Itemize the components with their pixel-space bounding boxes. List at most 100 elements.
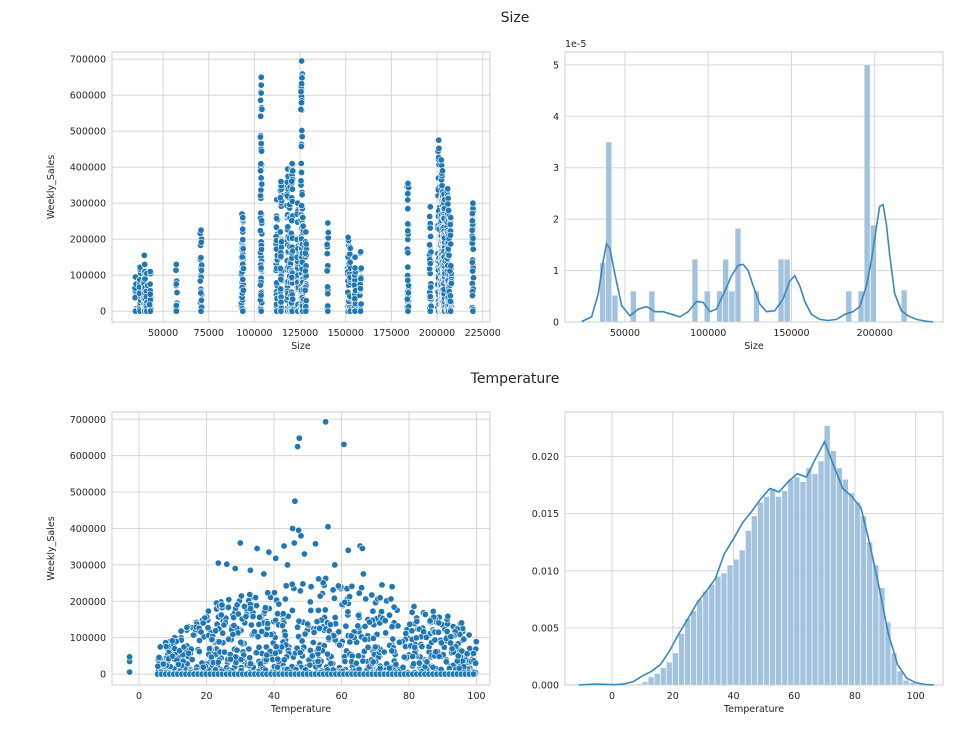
data-point — [214, 658, 222, 666]
data-point — [198, 266, 206, 274]
data-point — [298, 637, 306, 645]
data-point — [257, 73, 265, 81]
histogram-bar — [678, 633, 685, 686]
data-point — [382, 629, 390, 637]
data-point — [369, 658, 377, 666]
y-tick-label: 700000 — [70, 55, 106, 66]
data-point — [454, 652, 462, 660]
data-point — [239, 214, 247, 222]
data-point — [438, 182, 446, 190]
data-point — [208, 636, 216, 644]
data-point — [239, 225, 247, 233]
data-point — [385, 664, 393, 672]
data-point — [469, 267, 477, 275]
x-axis-label: Temperature — [723, 704, 784, 715]
histogram-bar — [845, 290, 852, 323]
data-point — [257, 96, 265, 104]
data-point — [240, 265, 248, 273]
data-point — [237, 592, 245, 600]
histogram-bar — [872, 564, 879, 686]
data-point — [324, 229, 332, 237]
data-point — [258, 627, 266, 635]
histogram-bar — [745, 530, 752, 686]
y-scale-label: 1e-5 — [565, 39, 586, 50]
data-point — [324, 290, 332, 298]
histogram-bar — [753, 290, 760, 323]
data-point — [301, 267, 309, 275]
data-point — [219, 629, 227, 637]
data-point — [377, 608, 385, 616]
data-point — [387, 595, 395, 603]
x-tick-label: 150000 — [328, 328, 364, 339]
data-point — [325, 634, 333, 642]
data-point — [288, 580, 296, 588]
data-point — [435, 136, 443, 144]
data-point — [298, 80, 306, 88]
data-point — [427, 232, 435, 240]
data-point — [197, 226, 205, 234]
data-point — [277, 178, 285, 186]
data-point — [284, 223, 292, 231]
data-point — [426, 224, 434, 232]
data-point — [404, 263, 412, 271]
y-axis-label: Weekly_Sales — [46, 155, 57, 219]
histogram-bar — [666, 662, 673, 686]
y-tick-label: 200000 — [70, 597, 106, 608]
data-point — [288, 217, 296, 225]
data-point — [408, 627, 416, 635]
data-point — [362, 595, 370, 603]
data-point — [390, 603, 398, 611]
data-point — [197, 289, 205, 297]
y-tick-label: 0.020 — [532, 452, 559, 463]
data-point — [227, 655, 235, 663]
data-point — [245, 645, 253, 653]
figure-title-size: Size — [500, 10, 530, 26]
histogram-bar — [787, 479, 794, 686]
y-tick-label: 3 — [553, 163, 559, 174]
data-point — [438, 167, 446, 175]
data-point — [469, 234, 477, 242]
data-point — [404, 289, 412, 297]
data-point — [221, 648, 229, 656]
data-point — [299, 222, 307, 230]
data-point — [359, 570, 367, 578]
histogram-bar — [784, 259, 791, 323]
data-point — [432, 648, 440, 656]
data-point — [272, 223, 280, 231]
y-tick-label: 400000 — [70, 524, 106, 535]
histogram-bar — [848, 492, 855, 686]
chart-3: 0 20 40 60 80 100 0 100000 200000 300000 400000 500… — [46, 411, 491, 715]
histogram-bar — [878, 587, 885, 686]
data-point — [341, 657, 349, 665]
histogram-bar — [727, 564, 734, 686]
x-axis-label: Size — [291, 341, 311, 352]
data-point — [225, 635, 233, 643]
x-tick-label: 175000 — [373, 328, 409, 339]
data-point — [369, 607, 377, 615]
y-tick-label: 600000 — [70, 451, 106, 462]
data-point — [276, 264, 284, 272]
data-point — [246, 654, 254, 662]
data-point — [423, 658, 431, 666]
y-tick-label: 0 — [553, 318, 559, 329]
histogram-bar — [763, 496, 770, 686]
y-tick-label: 200000 — [70, 235, 106, 246]
x-tick-label: 40 — [727, 691, 739, 702]
histogram-bar — [605, 141, 612, 323]
data-point — [300, 550, 308, 558]
data-point — [358, 544, 366, 552]
data-point — [277, 252, 285, 260]
data-point — [172, 307, 180, 315]
data-point — [154, 662, 162, 670]
data-point — [197, 238, 205, 246]
data-point — [126, 653, 134, 661]
data-point — [297, 142, 305, 150]
data-point — [298, 127, 306, 135]
plot-frame — [111, 51, 491, 323]
data-point — [141, 260, 149, 268]
data-point — [270, 589, 278, 597]
data-point — [298, 74, 306, 82]
histogram-bar — [739, 550, 746, 686]
data-point — [347, 632, 355, 640]
data-point — [256, 613, 264, 621]
